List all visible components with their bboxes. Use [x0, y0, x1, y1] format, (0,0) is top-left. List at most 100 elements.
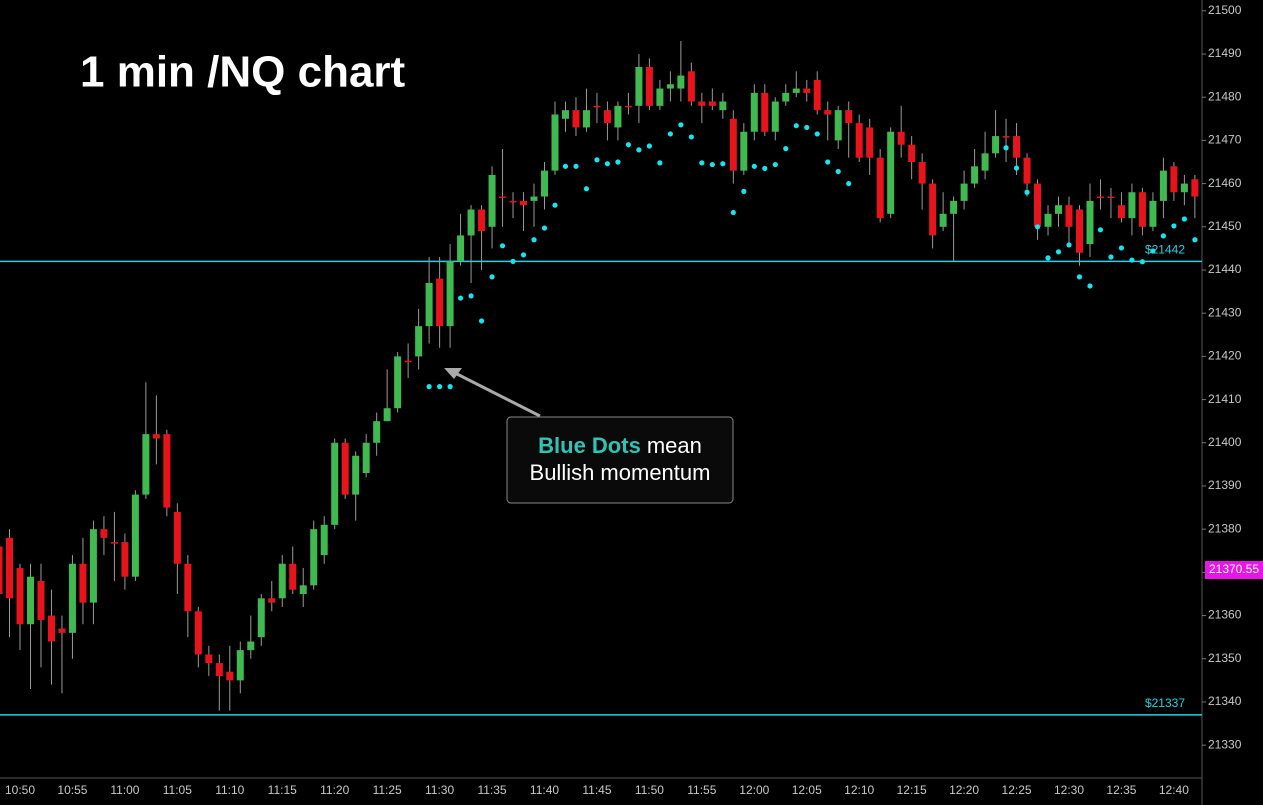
- sar-dot: [1171, 223, 1177, 229]
- candle-body: [121, 542, 129, 577]
- candle-body: [1180, 183, 1188, 193]
- sar-dot: [825, 159, 831, 165]
- candle-body: [499, 196, 507, 199]
- candle-body: [236, 650, 244, 681]
- sar-dot: [468, 293, 474, 299]
- candle-body: [142, 434, 150, 495]
- sar-dot: [835, 168, 841, 175]
- sar-dot: [573, 163, 579, 169]
- candle-body: [215, 663, 223, 677]
- candle-body: [708, 101, 716, 106]
- candle-body: [1170, 166, 1178, 193]
- candle-body: [1117, 205, 1125, 219]
- candle-body: [1044, 213, 1052, 227]
- x-tick-label: 11:15: [268, 783, 297, 797]
- sar-dot: [1076, 274, 1083, 280]
- candle-body: [352, 455, 360, 495]
- candle-body: [876, 157, 884, 219]
- y-tick-label: 21330: [1208, 737, 1242, 751]
- candle-body: [666, 84, 674, 89]
- annotation-text: mean: [647, 433, 702, 458]
- candle-body: [729, 118, 737, 171]
- candle-body: [478, 209, 486, 232]
- sar-dot: [741, 188, 747, 194]
- candle-body: [205, 654, 213, 664]
- sar-dot: [562, 163, 569, 169]
- candle-body: [645, 66, 653, 106]
- candle-body: [415, 326, 423, 357]
- candle-body: [100, 529, 108, 538]
- sar-dot: [531, 237, 537, 243]
- sar-dot: [426, 384, 432, 390]
- annotation-line: Blue Dots mean: [538, 433, 702, 458]
- y-tick-label: 21470: [1208, 133, 1242, 147]
- sar-dot: [1024, 189, 1030, 195]
- candle-body: [992, 136, 1000, 154]
- y-tick-label: 21390: [1208, 478, 1242, 492]
- sar-dot: [783, 146, 789, 152]
- candle-body: [541, 170, 548, 197]
- sar-dot: [720, 161, 726, 167]
- x-tick-label: 11:30: [425, 783, 454, 797]
- x-tick-label: 10:55: [57, 783, 87, 797]
- candle-body: [1002, 136, 1010, 138]
- candle-body: [47, 615, 55, 642]
- candle-body: [824, 110, 832, 115]
- candle-body: [593, 105, 601, 108]
- annotation-box: [506, 416, 734, 504]
- x-tick-label: 12:30: [1054, 783, 1084, 797]
- y-tick-label: 21380: [1208, 521, 1242, 535]
- x-tick-label: 11:05: [163, 783, 192, 797]
- candle-body: [509, 200, 517, 203]
- candle-body: [551, 114, 559, 171]
- candle-body: [635, 66, 643, 106]
- x-tick-label: 12:35: [1106, 783, 1136, 797]
- sar-dot: [646, 143, 653, 149]
- sar-dot: [730, 209, 736, 216]
- annotation-highlight: Blue Dots: [538, 433, 641, 458]
- candle-body: [792, 88, 800, 93]
- x-tick-label: 11:55: [687, 783, 716, 797]
- sar-dot: [667, 131, 673, 137]
- candle-body: [89, 529, 97, 603]
- candle-body: [1096, 196, 1104, 199]
- x-tick-label: 11:10: [215, 783, 244, 797]
- sar-dot: [447, 384, 453, 390]
- candle-body: [0, 546, 3, 594]
- candle-body: [110, 542, 118, 544]
- y-tick-label: 21410: [1208, 392, 1242, 406]
- candle-body: [278, 563, 286, 599]
- sar-dot: [489, 274, 495, 280]
- candle-body: [341, 442, 349, 495]
- y-tick-label: 21460: [1208, 176, 1242, 190]
- sar-dot: [1181, 216, 1187, 222]
- candle-body: [16, 568, 24, 625]
- candle-body: [257, 598, 265, 638]
- sar-dot: [615, 159, 621, 165]
- candle-body: [1075, 209, 1083, 253]
- candle-body: [981, 153, 989, 171]
- candle-body: [866, 127, 874, 158]
- candle-body: [1191, 179, 1199, 197]
- sar-dot: [457, 295, 464, 301]
- sar-dot: [541, 225, 548, 231]
- y-tick-label: 21350: [1208, 651, 1242, 665]
- level-label: $21337: [1145, 696, 1185, 710]
- sar-dot: [499, 243, 506, 249]
- sar-dot: [699, 160, 705, 166]
- x-tick-label: 11:20: [320, 783, 349, 797]
- sar-dot: [678, 122, 684, 128]
- candle-body: [656, 88, 664, 106]
- sar-dot: [1097, 227, 1104, 233]
- x-tick-label: 11:35: [477, 783, 506, 797]
- candle-body: [624, 105, 632, 108]
- candle-body: [446, 261, 454, 327]
- candle-body: [457, 235, 465, 262]
- candle-body: [960, 183, 968, 201]
- x-tick-label: 12:05: [792, 783, 822, 797]
- candle-body: [152, 434, 160, 439]
- sar-dot: [583, 186, 590, 192]
- candle-body: [719, 101, 727, 111]
- candle-body: [373, 421, 381, 443]
